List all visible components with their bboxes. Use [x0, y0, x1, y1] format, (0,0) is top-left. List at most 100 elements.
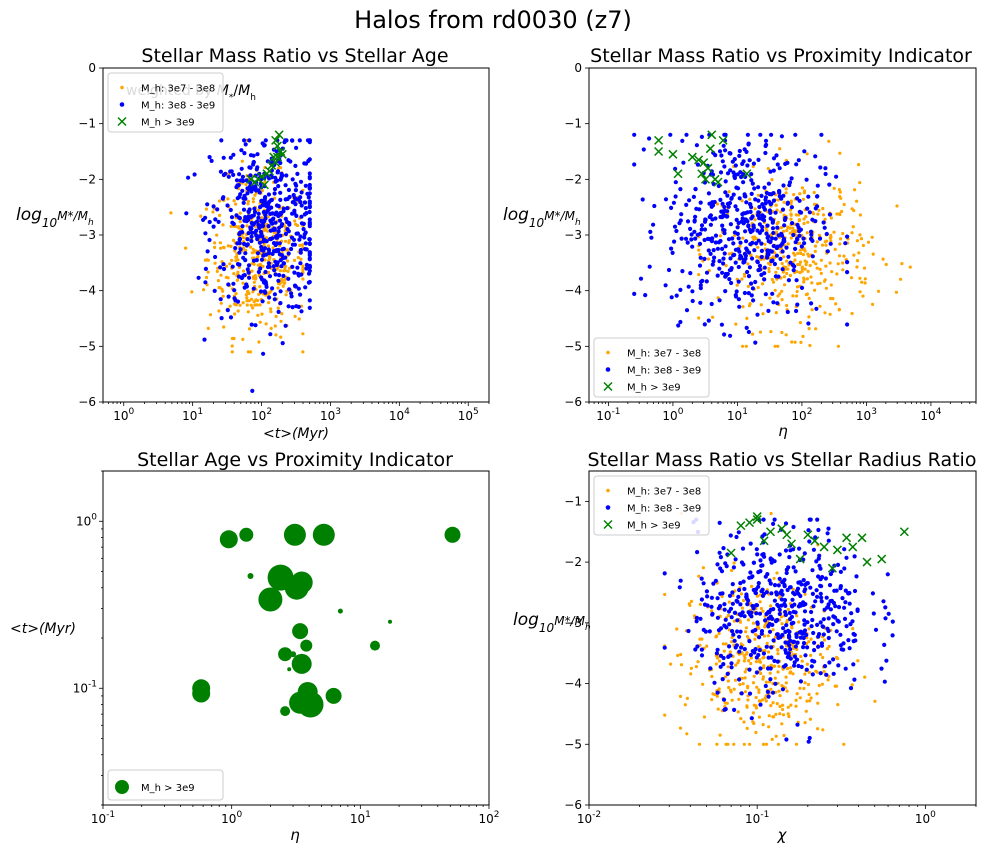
data-point [754, 670, 760, 675]
data-point [267, 301, 271, 305]
data-point [226, 282, 231, 287]
data-point [680, 138, 685, 143]
data-point [776, 652, 780, 656]
y-tick-label: −6 [564, 798, 582, 812]
data-point [701, 581, 706, 586]
data-point [832, 230, 836, 234]
data-point [732, 638, 737, 643]
data-point [823, 311, 827, 315]
legend-box [593, 337, 710, 398]
data-point [213, 241, 217, 245]
legend-label: M_h > 3e9 [627, 521, 681, 532]
panel1-xlabel: <t>(Myr) [263, 426, 329, 442]
data-point [858, 181, 862, 185]
data-point [801, 641, 807, 646]
data-point [710, 611, 715, 616]
data-point [722, 164, 727, 169]
data-point [773, 210, 778, 215]
data-point [213, 254, 218, 260]
data-point-x [765, 527, 776, 537]
data-point [728, 222, 734, 227]
data-point [753, 279, 758, 285]
data-point [746, 329, 752, 335]
data-point [759, 629, 765, 634]
data-point [267, 295, 272, 300]
bubble-point [192, 684, 211, 703]
data-point [733, 610, 738, 615]
data-point [269, 175, 274, 180]
data-point [771, 638, 776, 643]
data-point [277, 218, 283, 223]
data-point [745, 705, 749, 709]
data-point [245, 267, 250, 272]
data-point [307, 305, 312, 310]
data-point [707, 237, 712, 242]
data-point [693, 214, 698, 219]
data-point [302, 212, 307, 217]
data-point [838, 212, 842, 217]
data-point [809, 664, 814, 669]
data-point-x [899, 527, 909, 537]
data-point [749, 216, 754, 221]
data-point [184, 211, 189, 216]
data-point [702, 322, 707, 327]
data-point-x [786, 539, 797, 549]
data-point [730, 159, 735, 164]
data-point [801, 645, 806, 650]
data-point [186, 175, 191, 180]
x-tick-label: 100 [113, 407, 134, 423]
data-point [796, 158, 801, 163]
data-point [712, 680, 717, 685]
y-tick-label: −6 [78, 395, 96, 409]
data-point [196, 275, 201, 280]
data-point [786, 565, 791, 570]
data-point [211, 224, 216, 229]
data-point [246, 310, 250, 314]
data-point [709, 595, 715, 600]
data-point-x [832, 545, 842, 555]
data-point [789, 703, 793, 707]
data-point [772, 598, 778, 603]
data-point [717, 259, 722, 264]
data-point [757, 204, 762, 210]
data-point-x [795, 554, 805, 564]
data-point [676, 323, 681, 328]
data-point [211, 204, 216, 209]
bubble-point [290, 651, 297, 658]
data-point [782, 200, 786, 204]
data-point [306, 271, 312, 276]
data-point [804, 709, 808, 713]
data-point [230, 350, 234, 354]
data-point [632, 162, 637, 167]
data-point [811, 630, 816, 636]
data-point [770, 178, 774, 182]
data-point [895, 204, 899, 208]
data-point [821, 655, 825, 660]
data-point [787, 643, 792, 648]
data-point [791, 294, 795, 298]
data-point [298, 199, 303, 205]
data-point [251, 200, 255, 204]
data-point [759, 303, 763, 307]
data-point [244, 293, 248, 297]
data-point [802, 618, 807, 623]
data-point [742, 220, 747, 225]
data-point [756, 584, 761, 589]
data-point [882, 679, 887, 684]
data-point [668, 132, 673, 137]
data-point [822, 664, 828, 669]
data-point-x [271, 158, 281, 168]
data-point [666, 267, 672, 273]
data-point [799, 582, 804, 587]
data-point [826, 678, 830, 682]
data-point [261, 351, 266, 356]
data-point [726, 237, 732, 242]
data-point [734, 534, 739, 540]
data-point [712, 255, 717, 260]
data-point [855, 265, 859, 269]
bubble-point [247, 573, 254, 579]
data-point [234, 178, 240, 183]
bubble-point [286, 588, 293, 595]
data-point [776, 233, 781, 238]
data-point [694, 206, 699, 211]
